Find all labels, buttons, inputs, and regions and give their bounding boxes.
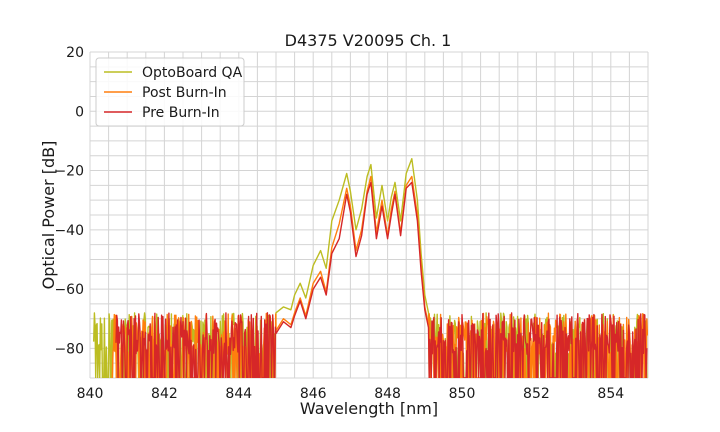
chart-title: D4375 V20095 Ch. 1: [285, 31, 452, 50]
x-axis: 840 842 844 846 848 850 852 854: [77, 386, 625, 402]
x-tick-label: 854: [597, 386, 624, 402]
x-tick-label: 852: [523, 386, 550, 402]
y-tick-label: −80: [54, 341, 84, 357]
x-tick-label: 842: [151, 386, 178, 402]
y-tick-label: 0: [75, 104, 84, 120]
legend-label: OptoBoard QA: [142, 65, 243, 81]
y-axis-label: Optical Power [dB]: [39, 141, 58, 290]
x-tick-label: 848: [374, 386, 401, 402]
y-tick-label: 20: [66, 45, 84, 61]
y-tick-label: −20: [54, 164, 84, 180]
plot-area: [93, 158, 648, 378]
x-tick-label: 840: [77, 386, 104, 402]
x-tick-label: 844: [225, 386, 252, 402]
y-tick-label: −60: [54, 282, 84, 298]
legend-box: [95, 57, 245, 127]
legend: OptoBoard QA Post Burn-In Pre Burn-In: [95, 57, 245, 127]
y-tick-label: −40: [54, 223, 84, 239]
series-line-1: [111, 175, 648, 378]
legend-label: Post Burn-In: [142, 85, 227, 101]
x-axis-label: Wavelength [nm]: [300, 399, 438, 418]
y-axis: 20 0 −20 −40 −60 −80: [54, 45, 84, 357]
x-tick-label: 850: [449, 386, 476, 402]
legend-label: Pre Burn-In: [142, 105, 220, 121]
series-line-2: [115, 181, 648, 378]
x-tick-label: 846: [300, 386, 327, 402]
